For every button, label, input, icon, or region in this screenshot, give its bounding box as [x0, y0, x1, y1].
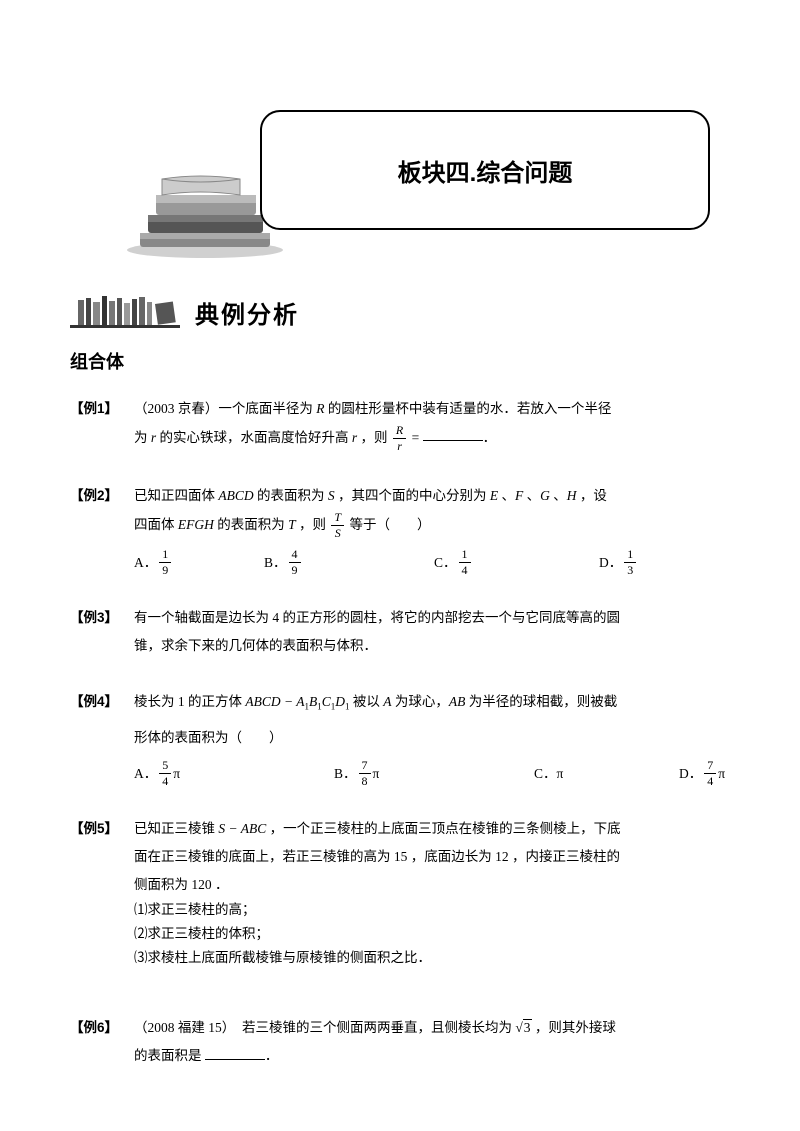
example-body: （2008 福建 15） 若三棱锥的三个侧面两两垂直，且侧棱长均为 3 ，则其外…	[134, 1015, 730, 1070]
example-body: 已知正三棱锥 S − ABC ，一个正三棱柱的上底面三顶点在棱锥的三条侧棱上，下…	[134, 816, 730, 970]
option-d: D．74π	[679, 759, 779, 788]
example-label: 【例6】	[70, 1015, 134, 1070]
blank-answer	[205, 1046, 265, 1060]
option-b: B．78π	[334, 759, 534, 788]
example-2: 【例2】 已知正四面体 ABCD 的表面积为 S ，其四个面的中心分别为 E 、…	[70, 483, 730, 577]
option-a: A．54π	[134, 759, 334, 788]
subsection-title: 组合体	[70, 348, 730, 374]
fraction-T-over-S: TS	[331, 511, 344, 540]
option-c: C．14	[434, 548, 599, 577]
example-label: 【例5】	[70, 816, 134, 970]
section-header: 典例分析	[70, 290, 730, 330]
example-5: 【例5】 已知正三棱锥 S − ABC ，一个正三棱柱的上底面三顶点在棱锥的三条…	[70, 816, 730, 970]
example-label: 【例4】	[70, 689, 134, 789]
section-title: 典例分析	[195, 295, 299, 330]
example-1: 【例1】 （2003 京春）一个底面半径为 R 的圆柱形量杯中装有适量的水．若放…	[70, 396, 730, 455]
options-row: A．54π B．78π C．π D．74π	[134, 759, 779, 788]
options-row: A．19 B．49 C．14 D．13	[134, 548, 730, 577]
example-body: 棱长为 1 的正方体 ABCD − A1B1C1D1 被以 A 为球心，AB 为…	[134, 689, 779, 789]
example-6: 【例6】 （2008 福建 15） 若三棱锥的三个侧面两两垂直，且侧棱长均为 3…	[70, 1015, 730, 1070]
sqrt-3: 3	[515, 1015, 531, 1041]
example-body: 有一个轴截面是边长为 4 的正方形的圆柱，将它的内部挖去一个与它同底等高的圆 锥…	[134, 605, 730, 660]
title-box: 板块四.综合问题	[260, 110, 710, 230]
example-label: 【例1】	[70, 396, 134, 455]
blank-answer	[423, 427, 483, 441]
example-label: 【例2】	[70, 483, 134, 577]
example-label: 【例3】	[70, 605, 134, 660]
example-3: 【例3】 有一个轴截面是边长为 4 的正方形的圆柱，将它的内部挖去一个与它同底等…	[70, 605, 730, 660]
example-body: （2003 京春）一个底面半径为 R 的圆柱形量杯中装有适量的水．若放入一个半径…	[134, 396, 730, 455]
fraction-R-over-r: Rr	[393, 424, 406, 453]
subquestions: ⑴求正三棱柱的高； ⑵求正三棱柱的体积； ⑶求棱柱上底面所截棱锥与原棱锥的侧面积…	[134, 899, 730, 968]
bookshelf-icon	[70, 290, 180, 330]
option-d: D．13	[599, 548, 719, 577]
option-a: A．19	[134, 548, 264, 577]
example-body: 已知正四面体 ABCD 的表面积为 S ，其四个面的中心分别为 E 、F 、G …	[134, 483, 730, 577]
example-4: 【例4】 棱长为 1 的正方体 ABCD − A1B1C1D1 被以 A 为球心…	[70, 689, 730, 789]
option-b: B．49	[264, 548, 434, 577]
page-title: 板块四.综合问题	[398, 153, 573, 188]
option-c: C．π	[534, 759, 679, 788]
